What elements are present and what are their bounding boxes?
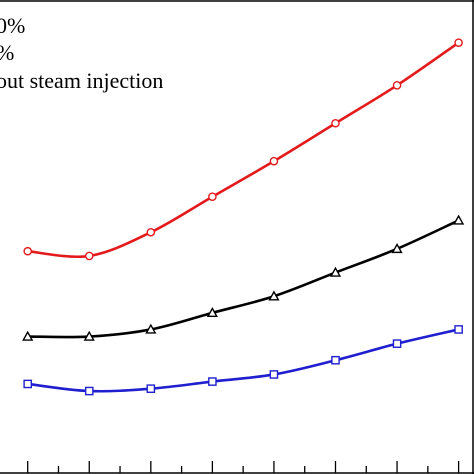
series-2-point xyxy=(453,214,465,225)
series-2-point xyxy=(83,330,95,341)
series-2-point xyxy=(391,243,403,254)
series-3-point xyxy=(331,355,340,365)
series-2-point xyxy=(268,290,280,301)
series-3-point xyxy=(84,386,94,396)
legend-entry-2: % xyxy=(0,40,14,65)
legend: 0% % out steam injection xyxy=(0,13,163,93)
series-1-point xyxy=(454,38,463,47)
series-layer xyxy=(22,38,465,396)
series-2-point xyxy=(22,330,34,341)
series-2-point xyxy=(329,266,342,277)
series-3-point xyxy=(146,384,156,393)
series-2-point xyxy=(145,323,157,334)
axis-ticks xyxy=(27,461,460,473)
series-3-point xyxy=(208,377,217,386)
series-3-point xyxy=(392,339,402,348)
series-3-point xyxy=(269,370,279,379)
legend-entry-3: out steam injection xyxy=(0,68,163,93)
series-1-line xyxy=(27,41,460,258)
series-1-point xyxy=(208,192,217,202)
series-3-line xyxy=(27,328,459,393)
series-1-point xyxy=(331,118,340,128)
series-1-point xyxy=(23,246,33,256)
series-1-point xyxy=(84,251,94,261)
series-1-point xyxy=(269,156,279,166)
series-3-point xyxy=(23,379,33,389)
series-2-line xyxy=(27,219,460,339)
series-2-point xyxy=(206,306,218,318)
series-1-point xyxy=(146,227,156,237)
legend-entry-1: 0% xyxy=(0,13,25,38)
series-1-point xyxy=(392,81,402,90)
series-3-point xyxy=(454,325,463,334)
